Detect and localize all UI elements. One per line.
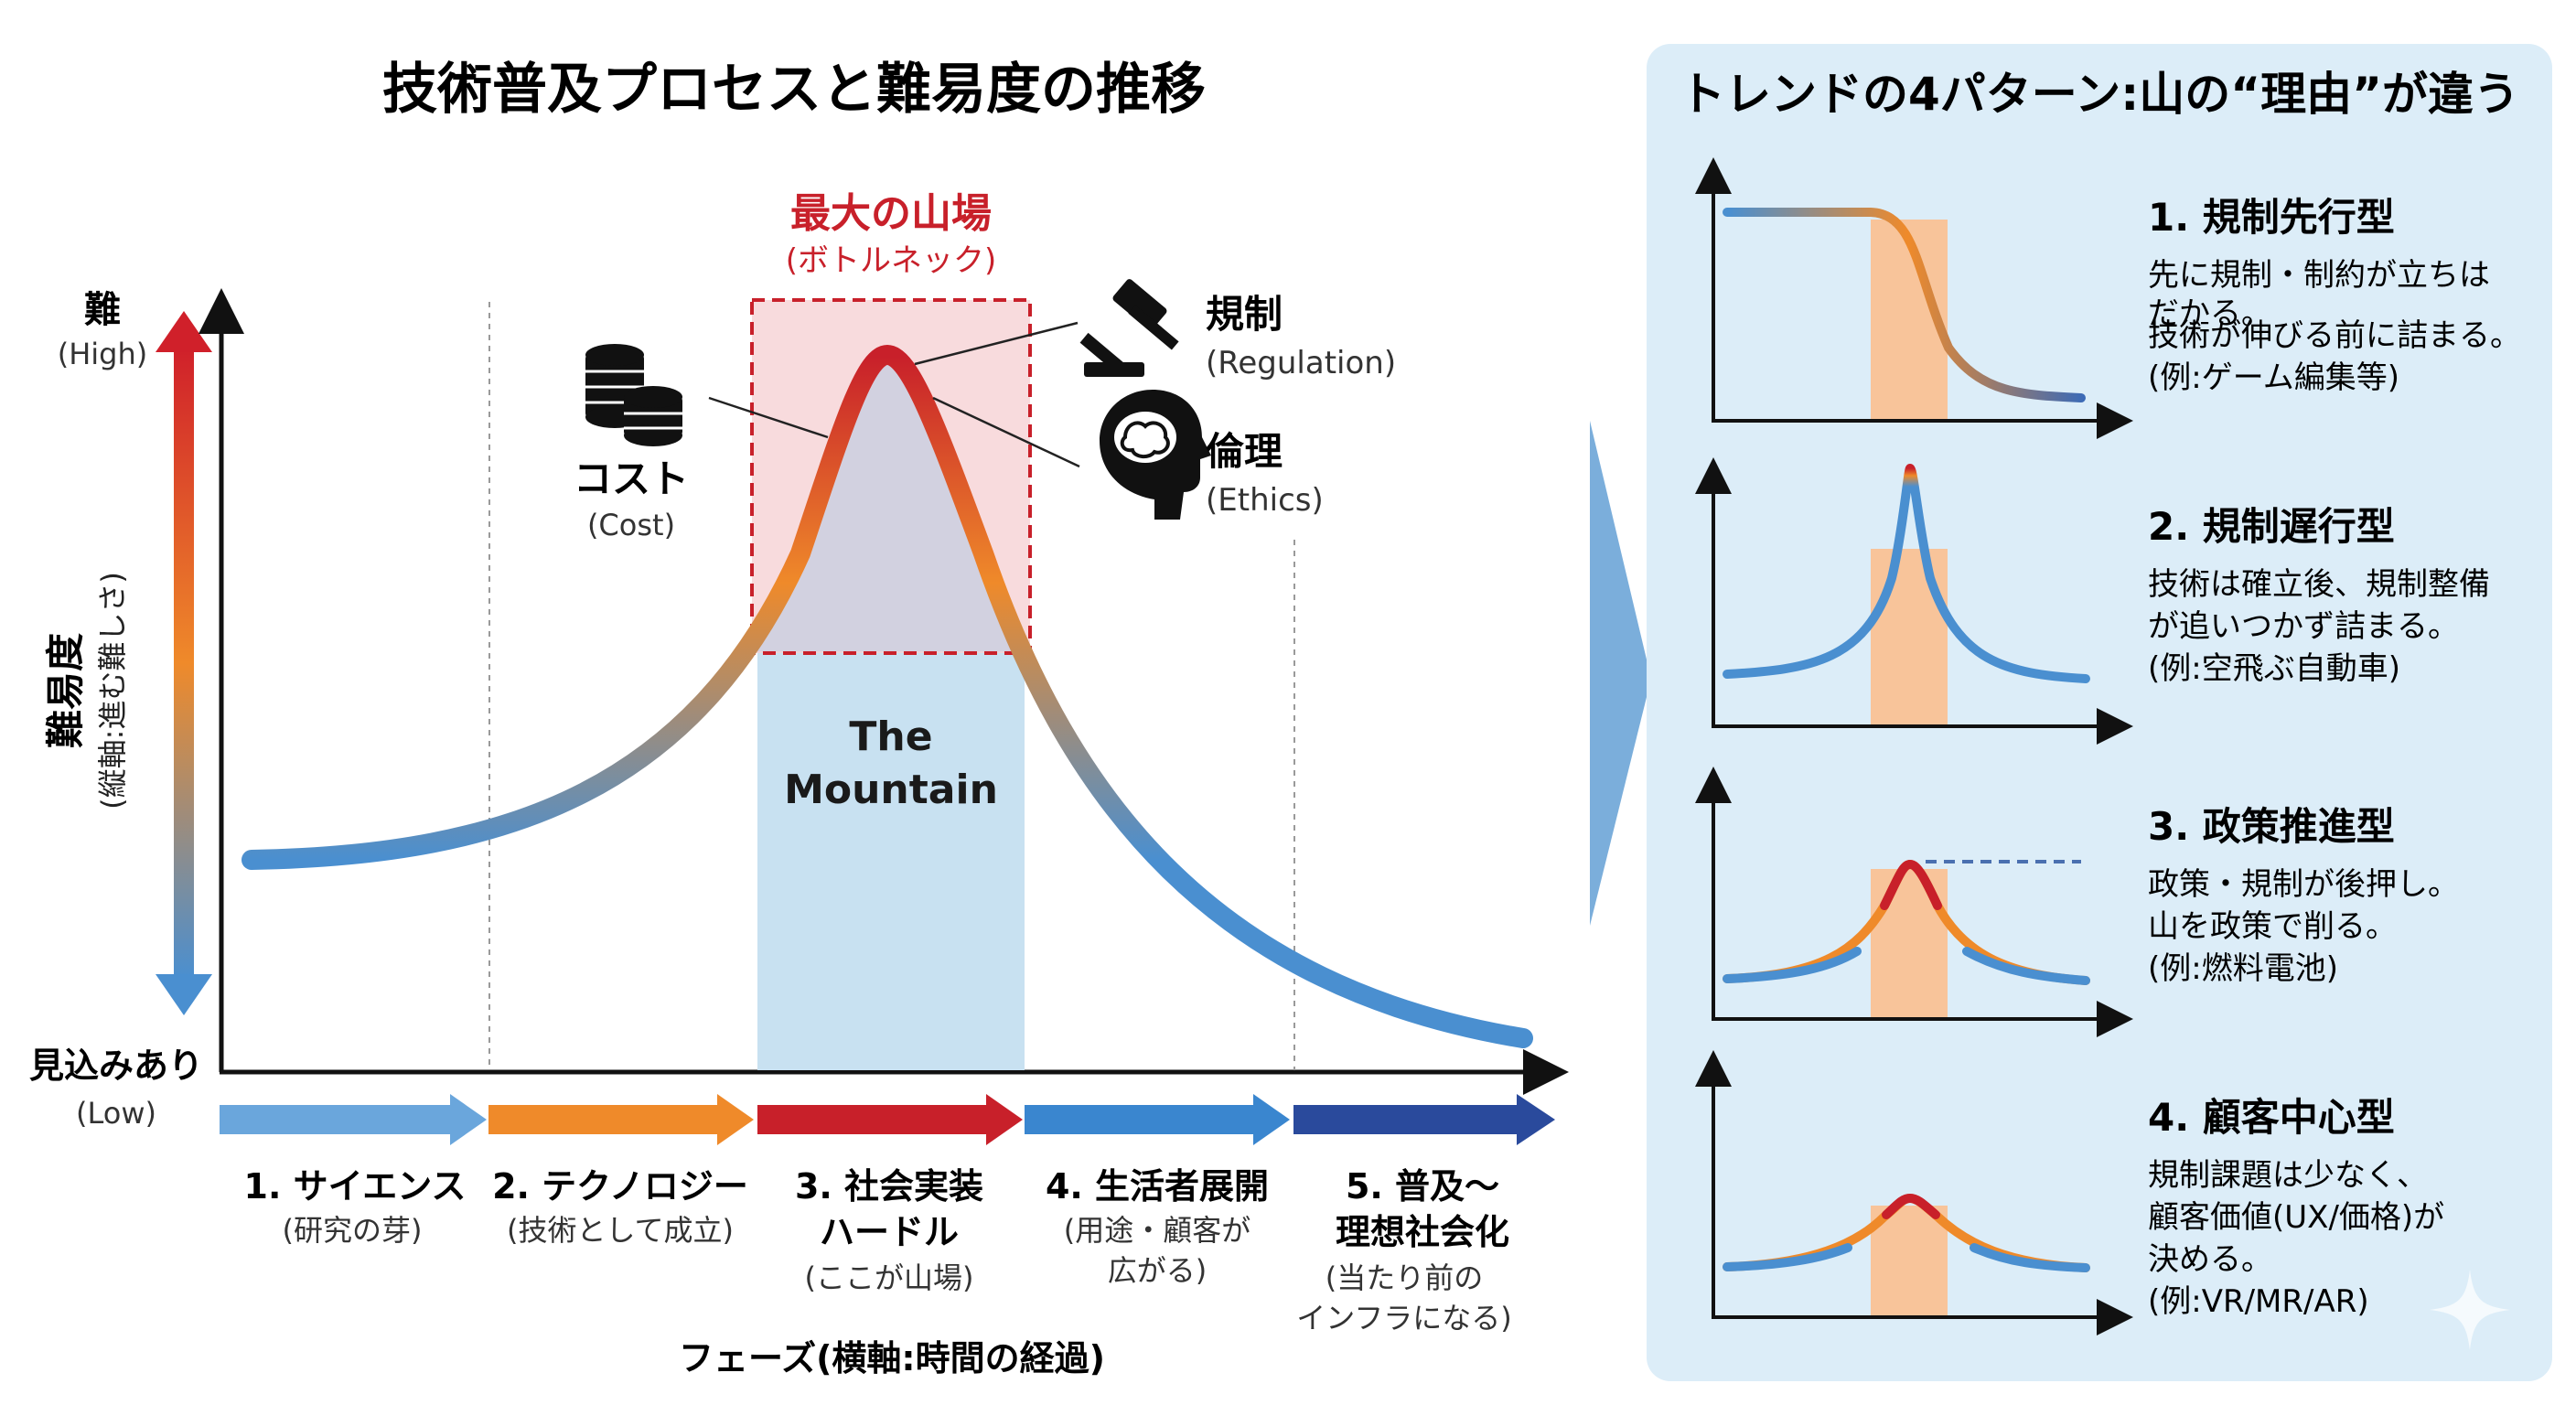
pattern-2-desc-3: (例:空飛ぶ自動車) — [2148, 650, 2400, 687]
phase-3-title-1: 3. 社会実装 — [795, 1166, 983, 1207]
x-axis-title: フェーズ(横軸:時間の経過) — [679, 1338, 1105, 1378]
patterns-panel-title: トレンドの4パターン:山の“理由”が違う — [1680, 68, 2519, 121]
pattern-1-desc-1: 先に規制・制約が立ちは — [2148, 257, 2490, 294]
y-axis-top-label: 難 — [84, 289, 121, 331]
phase-2-sub: (技術として成立) — [507, 1213, 734, 1248]
pattern-1-desc-2: だかる。 — [2148, 295, 2272, 332]
pattern-4-desc-3: 決める。 — [2148, 1241, 2272, 1278]
cost-leader-line — [708, 396, 829, 439]
pattern-4-desc-2: 顧客価値(UX/価格)が — [2148, 1199, 2444, 1236]
brain-head-icon — [1100, 390, 1211, 520]
peak-title: 最大の山場 — [790, 190, 992, 237]
y-axis-top-sublabel: (High) — [58, 337, 148, 371]
phase-3-sub: (ここが山場) — [805, 1260, 974, 1295]
phase-1-sub: (研究の芽) — [283, 1213, 423, 1248]
regulation-sublabel: (Regulation) — [1206, 345, 1396, 381]
pattern-3-title: 3. 政策推進型 — [2148, 804, 2395, 849]
pattern-2-chart — [1695, 457, 2133, 745]
pattern-1-desc-3: 技術が伸びる前に詰まる。 — [2148, 317, 2521, 354]
y-axis-arrow — [156, 311, 212, 1015]
phase-4-title: 4. 生活者展開 — [1046, 1166, 1269, 1207]
ethics-leader-line — [932, 396, 1080, 468]
pattern-1-desc-4: (例:ゲーム編集等) — [2148, 359, 2399, 396]
phase-3-title-2: ハードル — [820, 1212, 959, 1252]
phase-arrow-2 — [488, 1094, 754, 1145]
phase-arrow-1 — [220, 1094, 487, 1145]
phase-arrow-4 — [1025, 1094, 1290, 1145]
phase-5-title-1: 5. 普及〜 — [1346, 1166, 1499, 1207]
peak-fill — [757, 355, 1025, 651]
phase-5-title-2: 理想社会化 — [1336, 1212, 1509, 1252]
pattern-3-chart — [1695, 767, 2133, 1037]
regulation-leader-line — [914, 321, 1079, 366]
cost-label: コスト — [574, 456, 689, 501]
phase-5-sub-1: (当たり前の — [1326, 1260, 1484, 1295]
y-axis-title: 難易度 — [43, 633, 88, 748]
pattern-1-title: 1. 規制先行型 — [2148, 195, 2395, 240]
sparkle-icon — [2430, 1270, 2510, 1350]
pattern-4-chart — [1695, 1050, 2133, 1335]
pattern-3-desc-3: (例:燃料電池) — [2148, 950, 2338, 987]
pattern-2-title: 2. 規制遅行型 — [2148, 504, 2395, 549]
mountain-label-1: The — [849, 713, 932, 760]
y-axis-bottom-sublabel: (Low) — [76, 1096, 156, 1131]
main-title: 技術普及プロセスと難易度の推移 — [382, 58, 1206, 122]
pattern-2-desc-2: が追いつかず詰まる。 — [2148, 608, 2459, 645]
gavel-icon — [1079, 279, 1179, 377]
phase-2-title: 2. テクノロジー — [492, 1166, 748, 1207]
phase-1-title: 1. サイエンス — [244, 1166, 467, 1207]
pattern-2-desc-1: 技術は確立後、規制整備 — [2148, 566, 2490, 603]
pattern-4-title: 4. 顧客中心型 — [2148, 1095, 2395, 1140]
regulation-label: 規制 — [1206, 292, 1283, 337]
phase-arrow-3 — [757, 1094, 1023, 1145]
pattern-3-desc-2: 山を政策で削る。 — [2148, 908, 2397, 945]
difficulty-curve — [242, 344, 1533, 1048]
phase-4-sub-2: 広がる) — [1108, 1253, 1208, 1288]
cost-sublabel: (Cost) — [587, 508, 675, 542]
ethics-sublabel: (Ethics) — [1206, 482, 1324, 519]
pattern-1-chart — [1695, 157, 2133, 439]
panel-connector-chevron — [1590, 421, 1651, 926]
phase-4-sub-1: (用途・顧客が — [1064, 1213, 1251, 1248]
y-axis-title-sub: (縦軸:進む難しさ) — [95, 572, 130, 810]
phase-5-sub-2: インフラになる) — [1296, 1301, 1512, 1335]
mountain-label-2: Mountain — [784, 767, 998, 813]
mountain-band — [757, 651, 1025, 1070]
peak-subtitle: (ボトルネック) — [786, 242, 997, 279]
pattern-4-desc-4: (例:VR/MR/AR) — [2148, 1283, 2369, 1320]
coins-icon — [585, 344, 682, 446]
phase-arrow-5 — [1293, 1094, 1555, 1145]
pattern-3-desc-1: 政策・規制が後押し。 — [2148, 866, 2459, 903]
ethics-label: 倫理 — [1206, 429, 1283, 474]
pattern-4-desc-1: 規制課題は少なく、 — [2148, 1157, 2428, 1194]
y-axis-bottom-label: 見込みあり — [29, 1046, 203, 1086]
